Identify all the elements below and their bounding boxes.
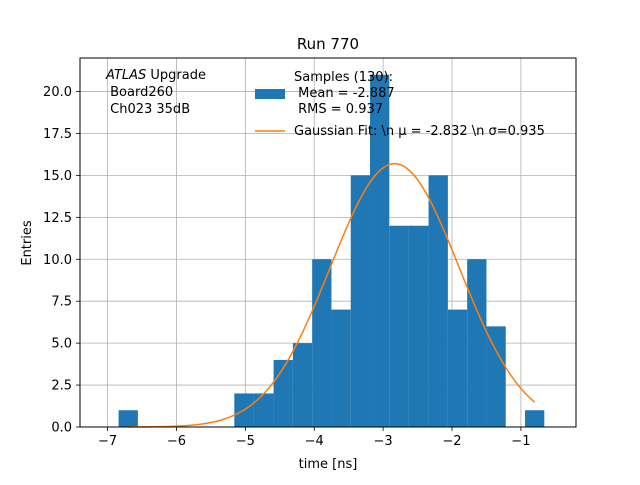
histogram-bar (253, 393, 274, 427)
histogram-bar (312, 259, 332, 427)
histogram-bar (467, 259, 487, 427)
y-tick-label: 5.0 (51, 337, 72, 352)
histogram-bar (118, 410, 138, 427)
annotation-line-1: ATLAS Upgrade (105, 68, 206, 83)
legend-samples-rms: RMS = 0.937 (294, 102, 383, 117)
x-tick-label: −6 (167, 434, 186, 449)
y-tick-label: 10.0 (43, 253, 72, 268)
annotation-board: Board260 (106, 85, 173, 100)
annotation-channel: Ch023 35dB (106, 102, 190, 117)
y-axis-ticks: 0.0 2.5 5.0 7.5 10.0 12.5 15.0 17.5 20.0 (43, 85, 80, 436)
y-tick-label: 17.5 (43, 127, 72, 142)
legend-samples-swatch (255, 89, 285, 99)
atlas-label: ATLAS (105, 68, 146, 83)
legend: Samples (130): Mean = -2.887 RMS = 0.937… (255, 70, 545, 139)
histogram-bar (428, 175, 448, 427)
chart-title: Run 770 (297, 35, 359, 53)
y-tick-label: 12.5 (43, 211, 72, 226)
y-tick-label: 20.0 (43, 85, 72, 100)
fit-curve (128, 162, 536, 428)
histogram-bar (370, 74, 390, 427)
legend-fit-label: Gaussian Fit: \n μ = -2.832 \n σ=0.935 (294, 124, 545, 139)
histogram-bars (118, 74, 545, 427)
x-tick-label: −4 (305, 434, 324, 449)
x-axis-label: time [ns] (299, 457, 358, 472)
plot-frame (79, 57, 577, 428)
legend-samples-mean: Mean = -2.887 (294, 86, 395, 101)
histogram-bar (447, 309, 468, 427)
x-tick-label: −5 (236, 434, 255, 449)
x-axis-ticks: −7 −6 −5 −4 −3 −2 −1 (98, 427, 530, 449)
x-tick-label: −3 (374, 434, 393, 449)
atlas-upgrade-label: Upgrade (146, 68, 206, 83)
gaussian-fit (128, 162, 536, 428)
histogram-bar (273, 359, 293, 427)
y-tick-label: 2.5 (51, 379, 72, 394)
atlas-annotation: ATLAS Upgrade Board260 Ch023 35dB (105, 68, 206, 117)
y-tick-label: 15.0 (43, 169, 72, 184)
histogram-bar (408, 225, 429, 427)
histogram-bar (331, 309, 351, 427)
histogram-bar (486, 326, 506, 427)
histogram-bar (350, 175, 371, 427)
y-axis-label: Entries (20, 220, 35, 266)
y-tick-label: 0.0 (51, 421, 72, 436)
histogram-bar (292, 343, 313, 427)
x-tick-label: −2 (442, 434, 461, 449)
y-tick-label: 7.5 (51, 295, 72, 310)
histogram-bar (525, 410, 545, 427)
x-tick-label: −1 (511, 434, 530, 449)
legend-samples-title: Samples (130): (294, 70, 393, 85)
x-tick-label: −7 (98, 434, 117, 449)
histogram-bar (389, 225, 409, 427)
